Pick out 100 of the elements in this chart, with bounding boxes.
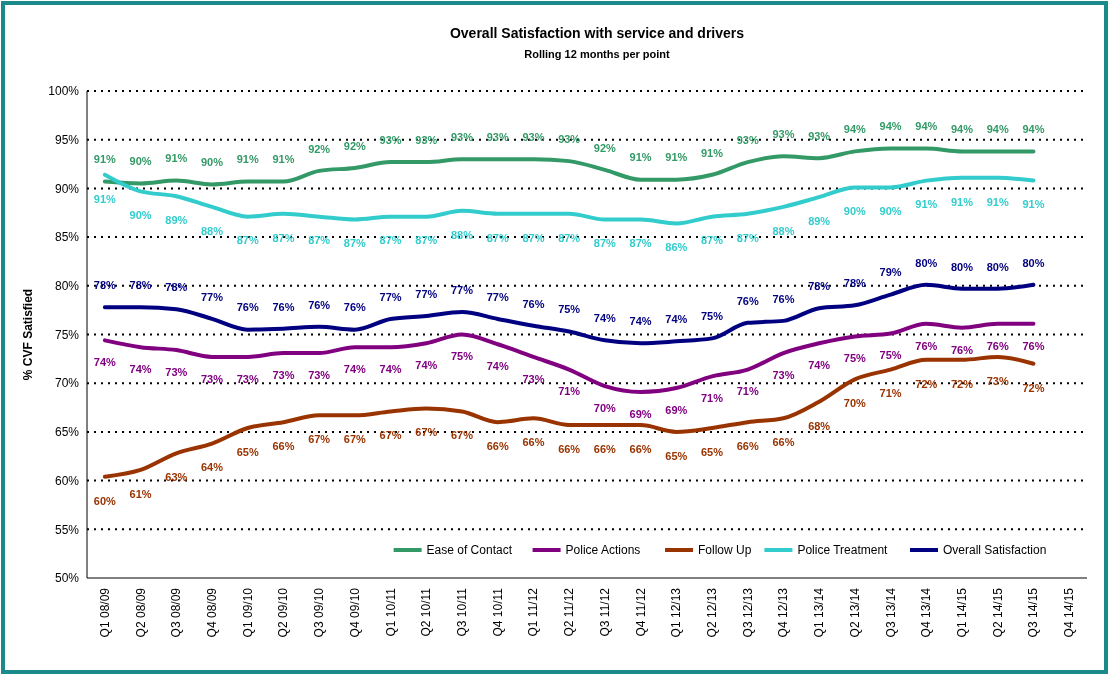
y-axis-title: % CVF Satisfied bbox=[21, 288, 35, 381]
data-label: 74% bbox=[379, 363, 402, 376]
data-label: 91% bbox=[629, 151, 652, 164]
data-label: 74% bbox=[129, 363, 152, 376]
data-label: 66% bbox=[736, 440, 759, 453]
data-label: 87% bbox=[486, 231, 509, 244]
x-tick-label: Q3 10/11 bbox=[455, 587, 469, 637]
data-label: 73% bbox=[986, 374, 1009, 387]
data-label: 90% bbox=[200, 156, 224, 169]
data-label: 78% bbox=[808, 280, 831, 293]
chart-subtitle: Rolling 12 months per point bbox=[524, 48, 671, 60]
data-label: 87% bbox=[629, 237, 652, 250]
data-label: 74% bbox=[808, 359, 831, 372]
data-label: 67% bbox=[379, 429, 402, 442]
data-label: 65% bbox=[700, 445, 724, 458]
y-tick-label: 60% bbox=[54, 473, 80, 488]
data-label: 91% bbox=[93, 192, 117, 205]
data-label: 70% bbox=[593, 401, 617, 414]
data-label: 66% bbox=[522, 436, 545, 449]
data-label: 74% bbox=[343, 363, 367, 376]
data-label: 86% bbox=[665, 241, 688, 254]
data-label: 77% bbox=[486, 290, 509, 303]
data-label: 93% bbox=[808, 130, 831, 143]
data-label: 94% bbox=[986, 123, 1009, 136]
data-label: 76% bbox=[236, 301, 259, 314]
data-label: 87% bbox=[522, 231, 545, 244]
data-label: 91% bbox=[986, 195, 1009, 208]
data-label: 90% bbox=[129, 155, 152, 168]
data-label: 94% bbox=[950, 123, 974, 136]
data-label: 87% bbox=[236, 234, 259, 247]
data-label: 63% bbox=[165, 471, 188, 484]
data-label: 72% bbox=[915, 377, 938, 390]
data-label: 91% bbox=[1022, 198, 1045, 211]
data-label: 91% bbox=[915, 198, 938, 211]
data-label: 71% bbox=[879, 387, 902, 400]
data-label: 74% bbox=[665, 313, 688, 326]
x-tick-label: Q1 10/11 bbox=[383, 587, 398, 637]
data-label: 87% bbox=[308, 234, 331, 247]
data-label: 76% bbox=[1022, 339, 1045, 352]
legend-label: Ease of Contact bbox=[426, 543, 513, 558]
data-label: 75% bbox=[843, 352, 867, 365]
x-tick-label: Q3 14/15 bbox=[1026, 587, 1041, 638]
data-label: 94% bbox=[1022, 123, 1045, 136]
x-tick-label: Q3 13/14 bbox=[883, 587, 898, 638]
data-label: 93% bbox=[415, 133, 438, 146]
data-label: 92% bbox=[343, 139, 367, 152]
data-label: 94% bbox=[879, 120, 902, 133]
data-label: 87% bbox=[379, 234, 402, 247]
data-label: 76% bbox=[272, 300, 295, 313]
x-tick-label: Q4 09/10 bbox=[347, 587, 362, 638]
data-label: 67% bbox=[343, 433, 367, 446]
data-label: 66% bbox=[486, 440, 509, 453]
y-tick-label: 90% bbox=[54, 181, 80, 196]
data-label: 77% bbox=[415, 287, 438, 300]
data-label: 60% bbox=[93, 494, 117, 507]
data-label: 73% bbox=[165, 365, 188, 378]
x-tick-label: Q2 14/15 bbox=[990, 587, 1005, 638]
y-tick-label: 65% bbox=[54, 425, 80, 440]
data-label: 73% bbox=[308, 368, 331, 381]
data-label: 70% bbox=[843, 397, 867, 410]
data-label: 87% bbox=[272, 231, 295, 244]
data-label: 93% bbox=[379, 133, 402, 146]
data-label: 66% bbox=[272, 440, 295, 453]
data-label: 74% bbox=[93, 356, 117, 369]
data-label: 61% bbox=[129, 487, 152, 500]
x-tick-label: Q2 12/13 bbox=[705, 587, 719, 638]
data-label: 91% bbox=[272, 153, 295, 166]
data-label: 71% bbox=[558, 385, 581, 398]
y-tick-label: 80% bbox=[54, 279, 80, 293]
data-label: 93% bbox=[736, 133, 759, 146]
data-label: 69% bbox=[629, 407, 652, 420]
data-label: 64% bbox=[200, 461, 224, 474]
data-label: 74% bbox=[629, 315, 652, 328]
y-tick-label: 70% bbox=[54, 376, 80, 391]
x-tick-label: Q4 10/11 bbox=[490, 587, 505, 637]
data-label: 74% bbox=[486, 360, 509, 373]
data-label: 66% bbox=[772, 436, 795, 449]
data-label: 93% bbox=[772, 128, 795, 141]
data-label: 66% bbox=[629, 442, 652, 455]
data-label: 80% bbox=[950, 260, 974, 273]
data-label: 76% bbox=[772, 292, 795, 305]
data-label: 76% bbox=[950, 343, 974, 356]
data-label: 87% bbox=[415, 234, 438, 247]
data-label: 77% bbox=[379, 290, 402, 303]
data-label: 76% bbox=[522, 297, 545, 310]
data-label: 87% bbox=[343, 237, 367, 250]
data-label: 80% bbox=[915, 256, 938, 269]
data-label: 87% bbox=[700, 234, 724, 247]
x-tick-label: Q3 08/09 bbox=[169, 587, 184, 638]
x-tick-label: Q1 08/09 bbox=[97, 587, 112, 638]
legend-label: Police Treatment bbox=[797, 543, 889, 558]
x-tick-label: Q1 11/12 bbox=[526, 587, 541, 637]
data-label: 71% bbox=[736, 385, 759, 398]
data-label: 75% bbox=[879, 349, 902, 362]
data-label: 91% bbox=[93, 153, 117, 166]
y-tick-label: 95% bbox=[54, 132, 80, 147]
x-tick-label: Q3 09/10 bbox=[312, 587, 327, 638]
data-label: 91% bbox=[236, 153, 259, 166]
data-label: 92% bbox=[593, 141, 617, 154]
data-label: 90% bbox=[129, 209, 152, 222]
